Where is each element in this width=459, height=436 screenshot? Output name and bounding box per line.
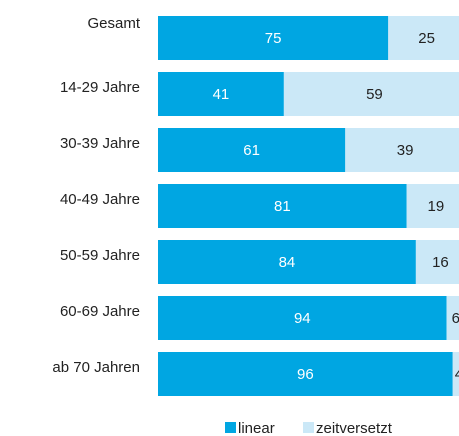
category-label: 30-39 Jahre (60, 135, 140, 152)
bar-segment (158, 240, 416, 284)
value-label: 84 (279, 254, 296, 271)
bar-segment (158, 16, 389, 60)
value-label: 81 (274, 198, 291, 215)
bar-segment (158, 352, 453, 396)
bar-segment (158, 296, 447, 340)
value-label: 16 (432, 254, 449, 271)
value-label: 41 (213, 86, 230, 103)
category-label: 14-29 Jahre (60, 79, 140, 96)
value-label: 4 (455, 366, 459, 383)
value-label: 61 (243, 142, 260, 159)
value-label: 39 (397, 142, 414, 159)
bar-segment (452, 352, 459, 396)
category-label: ab 70 Jahren (52, 359, 140, 376)
bar-segment (388, 16, 459, 60)
value-label: 19 (427, 198, 444, 215)
value-label: 25 (418, 30, 435, 47)
category-label: Gesamt (87, 15, 140, 32)
value-label: 6 (452, 310, 459, 327)
bar-segment (283, 72, 459, 116)
value-label: 59 (366, 86, 383, 103)
category-label: 50-59 Jahre (60, 247, 140, 264)
bar-segment (406, 184, 459, 228)
bar-segment (415, 240, 459, 284)
legend-swatch (303, 422, 314, 433)
value-label: 96 (297, 366, 314, 383)
bar-segment (158, 184, 407, 228)
legend-label: linear (238, 420, 275, 436)
legend-swatch (225, 422, 236, 433)
category-label: 40-49 Jahre (60, 191, 140, 208)
legend-label: zeitversetzt (316, 420, 393, 436)
bar-segment (345, 128, 459, 172)
value-label: 75 (265, 30, 282, 47)
bar-segment (158, 72, 284, 116)
value-label: 94 (294, 310, 311, 327)
bar-segment (446, 296, 459, 340)
bar-segment (158, 128, 346, 172)
category-label: 60-69 Jahre (60, 303, 140, 320)
